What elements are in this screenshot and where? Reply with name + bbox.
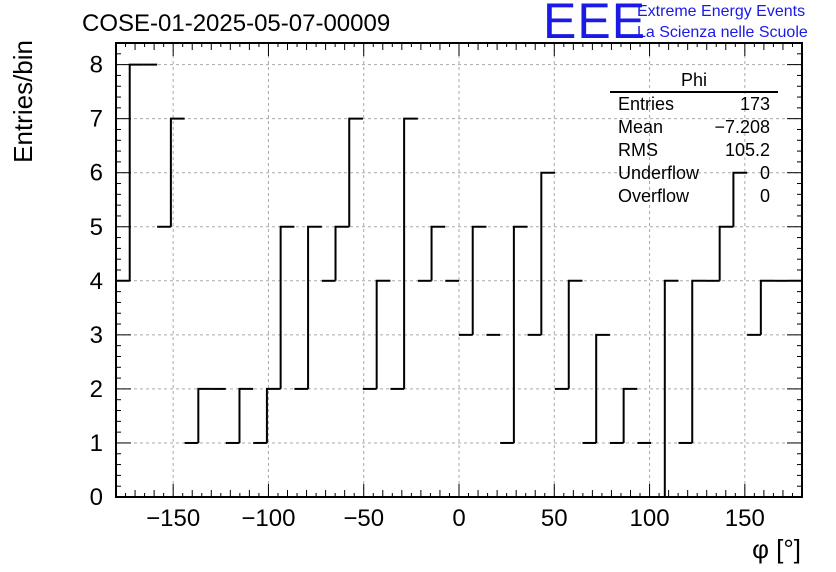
stats-label: RMS bbox=[618, 140, 658, 160]
y-tick-label: 1 bbox=[90, 430, 103, 457]
logo-tagline-2: La Scienza nelle Scuole bbox=[637, 24, 808, 41]
y-tick-label: 0 bbox=[90, 484, 103, 511]
histogram-bar bbox=[595, 333, 610, 443]
stats-value: 0 bbox=[759, 163, 770, 183]
histogram-bar bbox=[334, 225, 350, 281]
histogram-bar bbox=[348, 117, 363, 227]
histogram-bar bbox=[430, 225, 446, 281]
stats-row-overflow: Overflow 0 bbox=[610, 185, 778, 208]
plot-title: COSE-01-2025-05-07-00009 bbox=[82, 10, 391, 37]
stats-title: Phi bbox=[680, 70, 707, 90]
histogram-bar bbox=[169, 117, 185, 227]
x-tick-label: −150 bbox=[146, 505, 200, 532]
histogram-bar bbox=[540, 171, 556, 335]
histogram-bar bbox=[403, 117, 418, 389]
y-tick-label: 4 bbox=[90, 268, 103, 295]
stats-row-underflow: Underflow 0 bbox=[610, 162, 778, 185]
y-tick-label: 5 bbox=[90, 214, 103, 241]
stats-value: 0 bbox=[759, 186, 770, 206]
histogram-bar bbox=[622, 387, 638, 443]
stats-label: Underflow bbox=[618, 163, 700, 183]
x-tick-label: −100 bbox=[241, 505, 295, 532]
histogram-bar bbox=[512, 225, 528, 443]
stats-label: Mean bbox=[618, 117, 664, 137]
stats-row-mean: Mean −7.208 bbox=[610, 116, 778, 139]
histogram-bar bbox=[238, 387, 254, 443]
y-tick-label: 7 bbox=[90, 106, 103, 133]
histogram-bar bbox=[265, 387, 281, 443]
x-tick-label: 150 bbox=[725, 505, 765, 532]
x-tick-label: 0 bbox=[452, 505, 465, 532]
histogram-bar bbox=[567, 279, 583, 389]
axis-ticks bbox=[116, 43, 802, 498]
histogram-bar bbox=[197, 387, 213, 443]
x-tick-label: −50 bbox=[343, 505, 384, 532]
histogram-bar bbox=[718, 225, 734, 281]
stats-value: 173 bbox=[739, 94, 770, 114]
histogram-bar bbox=[471, 225, 487, 335]
histogram-bar bbox=[759, 279, 775, 335]
stats-label: Overflow bbox=[618, 186, 690, 206]
histogram-bar bbox=[732, 171, 748, 227]
histogram-bar bbox=[279, 225, 295, 389]
y-tick-label: 6 bbox=[90, 160, 103, 187]
stats-row-rms: RMS 105.2 bbox=[610, 139, 778, 162]
histogram-bar bbox=[663, 279, 679, 497]
x-tick-label: 100 bbox=[630, 505, 670, 532]
logo-tagline-1: Extreme Energy Events bbox=[637, 3, 806, 20]
stats-value: 105.2 bbox=[724, 140, 770, 160]
tick-labels: −150 −100 −50 0 50 100 150 0 1 2 3 4 5 6 7 8 bbox=[90, 52, 765, 532]
stats-label: Entries bbox=[618, 94, 675, 114]
y-axis-label: Entries/bin bbox=[8, 40, 38, 163]
eee-logo: EEE bbox=[543, 0, 647, 49]
y-tick-label: 2 bbox=[90, 376, 103, 403]
x-tick-label: 50 bbox=[541, 505, 568, 532]
histogram-bar bbox=[375, 279, 391, 389]
x-axis-label: φ [°] bbox=[752, 534, 801, 564]
stats-divider bbox=[610, 91, 778, 93]
stats-value: −7.208 bbox=[714, 117, 770, 137]
histogram-bar bbox=[307, 225, 322, 389]
stats-row-entries: Entries 173 bbox=[610, 93, 778, 116]
y-tick-label: 8 bbox=[90, 52, 103, 79]
histogram-bar bbox=[691, 279, 706, 443]
y-tick-label: 3 bbox=[90, 322, 103, 349]
stats-box: Phi Entries 173 Mean −7.208 RMS 105.2 Un… bbox=[610, 70, 778, 208]
